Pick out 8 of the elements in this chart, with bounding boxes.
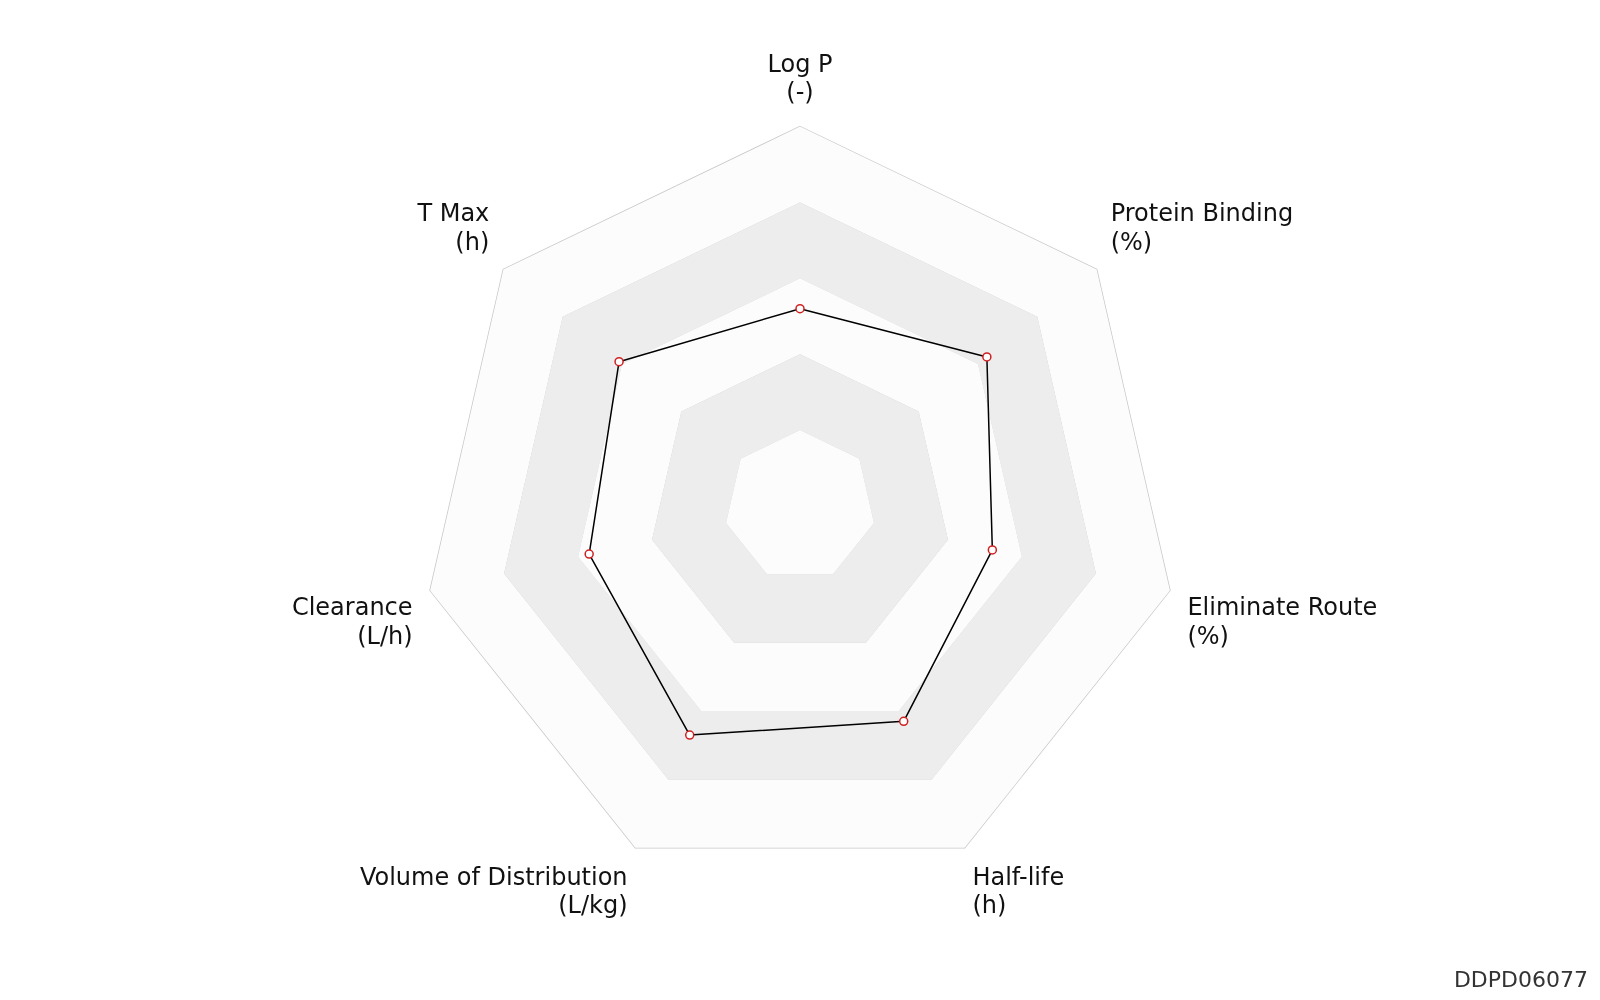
- spoke-label: Volume of Distribution (L/kg): [359, 862, 628, 920]
- spoke-label: Protein Binding (%): [1110, 199, 1294, 257]
- spoke-label: Clearance (L/h): [291, 593, 413, 650]
- text: DDPD06077: [1453, 967, 1588, 992]
- spoke-label: Eliminate Route (%): [1187, 593, 1378, 650]
- spoke-label: T Max (h): [416, 199, 490, 257]
- spoke-label: Log P (-): [767, 49, 833, 107]
- spoke-label: Half-life (h): [972, 862, 1065, 920]
